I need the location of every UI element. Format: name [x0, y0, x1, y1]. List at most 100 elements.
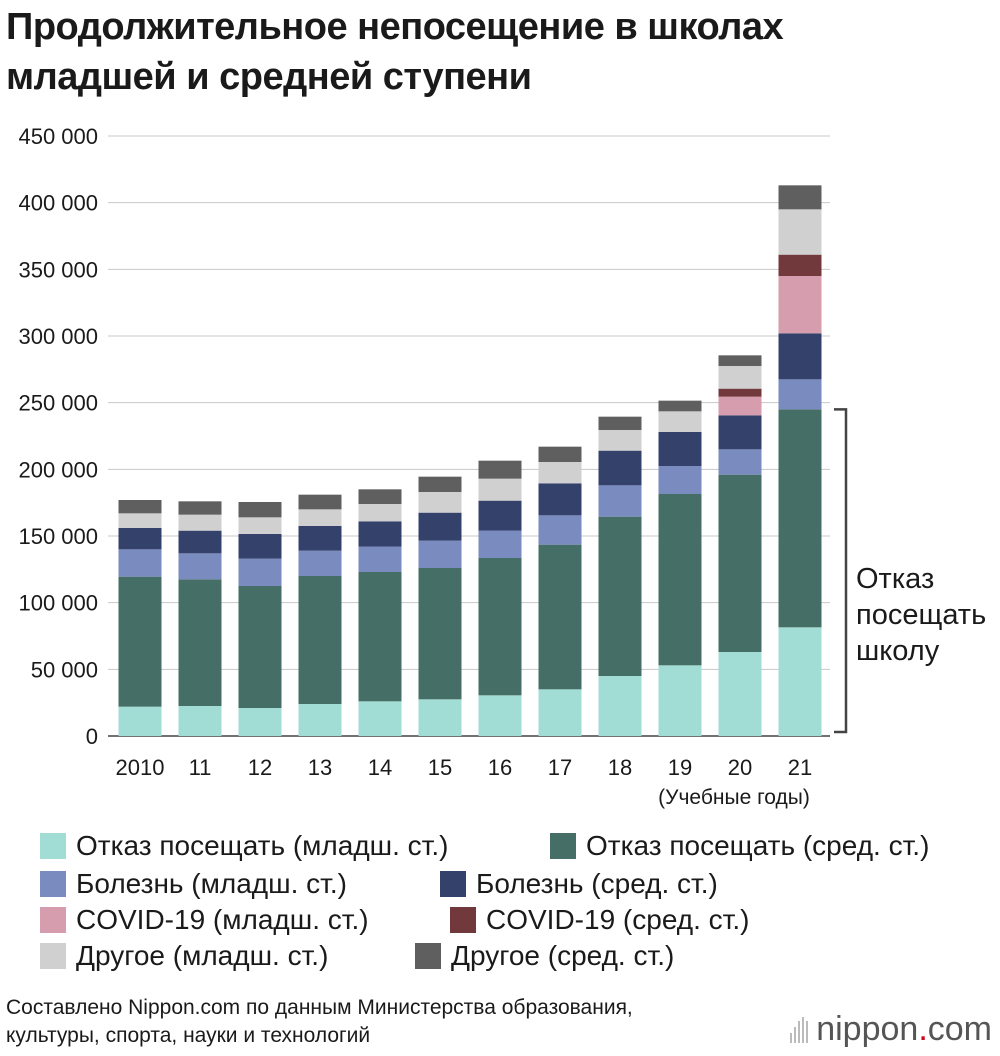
- bar-segment: [598, 416, 642, 430]
- bar-segment: [118, 513, 162, 528]
- x-tick-label: 15: [428, 755, 452, 780]
- chart-title-line-1: Продолжительное непосещение в школах: [6, 6, 784, 48]
- bar-segment: [718, 396, 762, 416]
- bar-segment: [178, 579, 222, 706]
- bar-segment: [718, 355, 762, 366]
- bar-segment: [538, 515, 582, 545]
- bar-segment: [418, 568, 462, 700]
- y-tick-label: 350 000: [18, 257, 98, 282]
- bar-segment: [658, 400, 702, 412]
- bar-segment: [358, 521, 402, 547]
- bar-segment: [778, 379, 822, 410]
- source-note: Составлено Nippon.com по данным Министер…: [6, 994, 633, 1050]
- bar-segment: [718, 388, 762, 397]
- bar-segment: [478, 695, 522, 736]
- bar-segment: [658, 494, 702, 666]
- legend-label: Отказ посещать (младш. ст.): [76, 830, 449, 861]
- y-tick-label: 50 000: [31, 657, 98, 682]
- bar-segment: [778, 409, 822, 628]
- x-tick-label: 18: [608, 755, 632, 780]
- x-axis-title: (Учебные годы): [658, 786, 810, 809]
- bar-segment: [598, 485, 642, 517]
- bar-segment: [718, 449, 762, 475]
- bar-segment: [418, 699, 462, 736]
- bar-segment: [478, 500, 522, 531]
- bar-segment: [358, 504, 402, 522]
- bar-segment: [298, 550, 342, 576]
- legend-swatch: [440, 871, 466, 897]
- legend-swatch: [450, 907, 476, 933]
- chart-title: Продолжительное непосещение в школах мла…: [6, 2, 986, 102]
- bar-segment: [418, 476, 462, 492]
- logo-brand: nippon: [816, 1010, 919, 1048]
- x-tick-label: 19: [668, 755, 692, 780]
- legend-swatch: [40, 943, 66, 969]
- annotation-bracket: [834, 408, 848, 734]
- legend-swatch: [40, 833, 66, 859]
- logo-bars-icon: [790, 1016, 809, 1043]
- bar-segment: [238, 502, 282, 518]
- bar-segment: [778, 254, 822, 276]
- bar-segment: [478, 530, 522, 558]
- bar-segment: [718, 652, 762, 736]
- y-tick-label: 100 000: [18, 591, 98, 616]
- bar-segment: [178, 706, 222, 736]
- bar-segment: [538, 483, 582, 516]
- annotation-label: школу: [856, 635, 940, 667]
- bar-segment: [718, 415, 762, 450]
- bar-segment: [118, 706, 162, 736]
- bar-segment: [718, 366, 762, 389]
- bar-segment: [358, 701, 402, 736]
- bar-segment: [298, 704, 342, 736]
- bar-segment: [238, 708, 282, 736]
- bar-segment: [658, 411, 702, 432]
- y-tick-label: 400 000: [18, 191, 98, 216]
- x-tick-label: 2010: [116, 755, 165, 780]
- bar-segment: [778, 333, 822, 380]
- bar-segment: [298, 576, 342, 704]
- legend-label: Другое (младш. ст.): [76, 940, 329, 971]
- legend-item: Отказ посещать (сред. ст.): [550, 830, 929, 862]
- bar-segment: [658, 432, 702, 466]
- bar-segment: [238, 558, 282, 586]
- bar-segment: [238, 517, 282, 534]
- logo-tld: com: [927, 1010, 992, 1048]
- legend-item: Отказ посещать (младш. ст.): [40, 830, 449, 862]
- bar-segment: [118, 549, 162, 577]
- logo-dot: .: [918, 1010, 928, 1048]
- x-tick-label: 21: [788, 755, 812, 780]
- x-tick-label: 11: [189, 755, 212, 780]
- bar-segment: [598, 676, 642, 736]
- legend-label: Другое (сред. ст.): [451, 940, 675, 971]
- source-line-1: Составлено Nippon.com по данным Министер…: [6, 996, 633, 1019]
- legend-swatch: [415, 943, 441, 969]
- bar-segment: [358, 546, 402, 572]
- x-tick-label: 20: [728, 755, 752, 780]
- bar-segment: [538, 462, 582, 484]
- x-tick-label: 14: [368, 755, 392, 780]
- bar-segment: [778, 209, 822, 255]
- bar-segment: [238, 586, 282, 708]
- stacked-bar-chart: 0 50 000 100 000 150 000 200 000 250 000 300 0…: [18, 124, 986, 809]
- bar-segment: [538, 446, 582, 462]
- y-tick-label: 450 000: [18, 124, 98, 149]
- bar-segment: [478, 478, 522, 501]
- x-tick-label: 17: [548, 755, 572, 780]
- bar-segment: [298, 526, 342, 551]
- bar-segment: [358, 489, 402, 504]
- legend-label: COVID-19 (младш. ст.): [76, 904, 369, 935]
- y-tick-label: 250 000: [18, 391, 98, 416]
- annotation-label: Отказ: [856, 563, 934, 595]
- bar-segment: [478, 558, 522, 696]
- bar-segment: [118, 528, 162, 550]
- x-tick-label: 12: [248, 755, 272, 780]
- legend-item: Болезнь (младш. ст.): [40, 868, 347, 900]
- legend-swatch: [40, 907, 66, 933]
- bar-segment: [598, 450, 642, 486]
- bar-segment: [178, 530, 222, 554]
- legend-item: Болезнь (сред. ст.): [440, 868, 718, 900]
- y-tick-label: 0: [86, 724, 98, 749]
- bar-segment: [778, 627, 822, 736]
- y-tick-label: 200 000: [18, 457, 98, 482]
- bar-segment: [658, 665, 702, 736]
